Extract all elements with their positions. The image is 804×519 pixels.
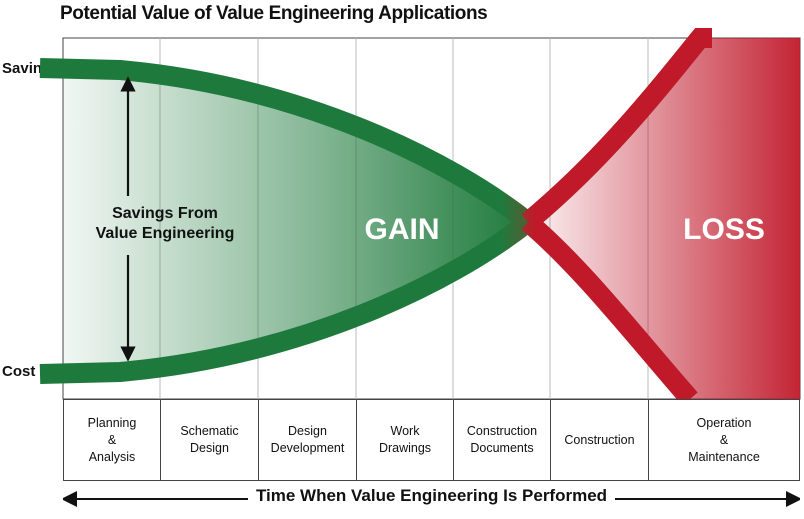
timeline-label: Time When Value Engineering Is Performed: [247, 486, 616, 505]
loss-region: [528, 38, 800, 399]
gain-region: [63, 68, 528, 374]
phase-construction-documents: Construction Documents: [453, 400, 550, 480]
phase-design-development: Design Development: [258, 400, 356, 480]
loss-label: LOSS: [683, 213, 765, 246]
phase-work-drawings: Work Drawings: [356, 400, 453, 480]
phase-row: Planning & Analysis Schematic Design Des…: [63, 399, 800, 481]
loss-upper-curve: [521, 28, 712, 230]
cost-axis-label: Cost: [2, 363, 36, 380]
phase-construction: Construction: [550, 400, 648, 480]
phase-planning-analysis: Planning & Analysis: [63, 400, 160, 480]
loss-lower-curve: [521, 214, 698, 400]
phase-schematic-design: Schematic Design: [160, 400, 258, 480]
timeline-axis: Time When Value Engineering Is Performed: [63, 486, 800, 512]
savings-region-label-line1: Savings From: [112, 205, 218, 222]
phase-operation-maintenance: Operation & Maintenance: [648, 400, 800, 480]
diagram-title: Potential Value of Value Engineering App…: [60, 3, 488, 24]
savings-region-label-line2: Value Engineering: [96, 225, 235, 242]
gain-label: GAIN: [365, 213, 440, 246]
value-curve-diagram: Savings From Value Engineering GAIN LOSS: [39, 28, 801, 400]
